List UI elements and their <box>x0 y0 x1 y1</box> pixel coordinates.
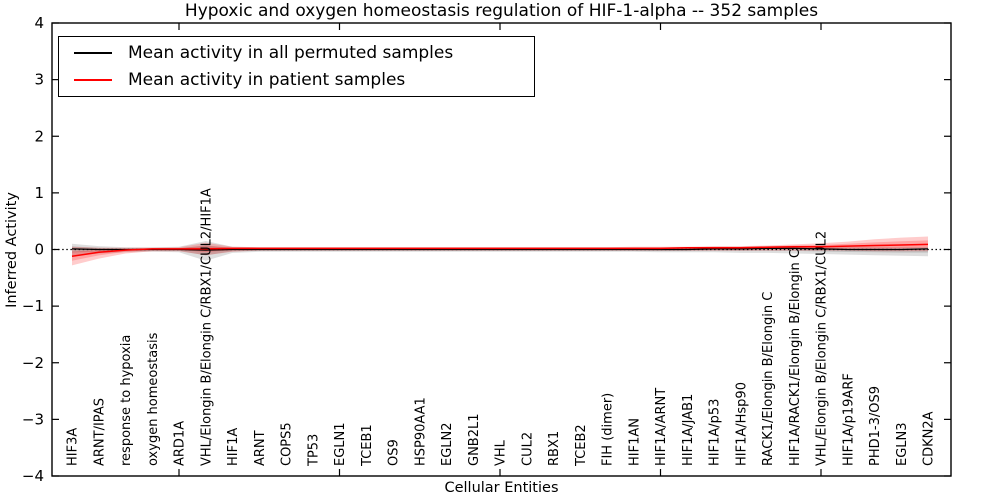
x-category-label: HIF1A/ARNT <box>654 388 669 466</box>
legend-line-sample-red <box>74 79 112 81</box>
x-category-label: COPS5 <box>280 422 295 466</box>
x-category-label: PHD1-3/OS9 <box>868 386 883 466</box>
x-category-label: HIF3A <box>66 428 81 466</box>
y-tick-label: 1 <box>34 184 44 202</box>
x-category-label: oxygen homeostasis <box>146 332 161 466</box>
x-category-label: HIF1A <box>226 428 241 466</box>
y-tick-label: 3 <box>34 71 44 89</box>
x-category-label: HIF1AN <box>627 418 642 466</box>
chart-title: Hypoxic and oxygen homeostasis regulatio… <box>184 1 819 21</box>
y-tick-label: −2 <box>22 354 44 372</box>
x-category-label: FIH (dimer) <box>601 393 616 466</box>
x-category-label: VHL/Elongin B/Elongin C/RBX1/CUL2 <box>815 231 830 466</box>
y-tick-label: 2 <box>34 127 44 145</box>
x-category-label: VHL/Elongin B/Elongin C/RBX1/CUL2/HIF1A <box>199 188 214 466</box>
patient-band-outer <box>72 236 928 266</box>
x-category-label: response to hypoxia <box>119 335 134 466</box>
legend-label-permuted: Mean activity in all permuted samples <box>128 42 454 63</box>
x-category-label: HSP90AA1 <box>413 397 428 466</box>
x-category-label: HIF1A/Hsp90 <box>734 382 749 466</box>
x-axis-label: Cellular Entities <box>444 480 559 496</box>
x-category-label: RACK1/Elongin B/Elongin C <box>761 292 776 466</box>
x-category-label: HIF1A/p19ARF <box>841 373 856 466</box>
permuted-band-outer <box>72 241 928 261</box>
x-category-label: TP53 <box>306 434 321 467</box>
patient-mean-line <box>71 243 929 258</box>
y-tick-label: −4 <box>22 467 44 485</box>
y-tick-label: 0 <box>34 241 44 259</box>
x-category-label: HIF1A/JAB1 <box>681 394 696 466</box>
x-category-label: CDKN2A <box>922 411 937 466</box>
x-category-label: ARNT/IPAS <box>92 398 107 466</box>
x-category-label: TCEB1 <box>360 424 375 467</box>
legend-line-sample-black <box>74 52 112 54</box>
x-category-label: CUL2 <box>520 432 535 466</box>
permuted-mean-line <box>71 247 929 251</box>
legend-item-patient: Mean activity in patient samples <box>74 69 534 90</box>
x-category-label: ARD1A <box>173 421 188 466</box>
x-category-label: VHL <box>494 439 509 466</box>
legend-item-permuted: Mean activity in all permuted samples <box>74 42 534 63</box>
x-category-label: HIF1A/p53 <box>708 399 723 466</box>
x-category-label: EGLN1 <box>333 422 348 466</box>
legend: Mean activity in all permuted samples Me… <box>58 36 535 97</box>
y-tick-label: −3 <box>22 410 44 428</box>
x-category-label: RBX1 <box>547 431 562 466</box>
x-category-label: HIF1A/RACK1/Elongin B/Elongin C <box>788 249 803 466</box>
x-category-label: OS9 <box>387 439 402 466</box>
legend-label-patient: Mean activity in patient samples <box>128 69 406 90</box>
x-category-label: ARNT <box>253 430 268 466</box>
x-category-label: EGLN3 <box>895 422 910 466</box>
y-tick-label: 4 <box>34 14 44 32</box>
x-category-label: TCEB2 <box>574 424 589 467</box>
x-category-label: EGLN2 <box>440 422 455 466</box>
x-category-label: GNB2L1 <box>467 413 482 466</box>
y-tick-label: −1 <box>22 297 44 315</box>
